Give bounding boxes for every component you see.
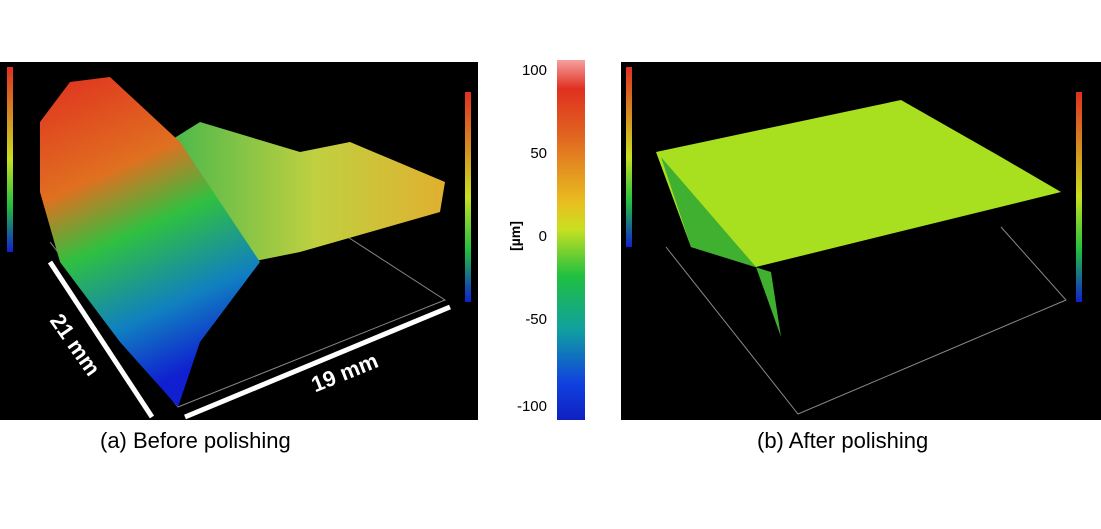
colorbar-tick: -100 bbox=[516, 398, 547, 415]
colorbar bbox=[557, 60, 585, 420]
colorbar-tick: 100 bbox=[521, 62, 547, 79]
colorbar-tick: 0 bbox=[538, 228, 547, 245]
colorbar-tick: -50 bbox=[525, 311, 547, 328]
surface-before-graphic bbox=[7, 67, 471, 420]
colorbar-tick: 50 bbox=[530, 145, 547, 162]
caption-after: (b) After polishing bbox=[757, 428, 929, 453]
caption-before: (a) Before polishing bbox=[100, 428, 291, 453]
surface-after-graphic bbox=[626, 67, 1082, 415]
surface-plot-before: 21 mm 19 mm bbox=[0, 62, 478, 420]
surface-plot-after bbox=[621, 62, 1101, 420]
colorbar-unit-label: [µm] bbox=[506, 221, 523, 251]
